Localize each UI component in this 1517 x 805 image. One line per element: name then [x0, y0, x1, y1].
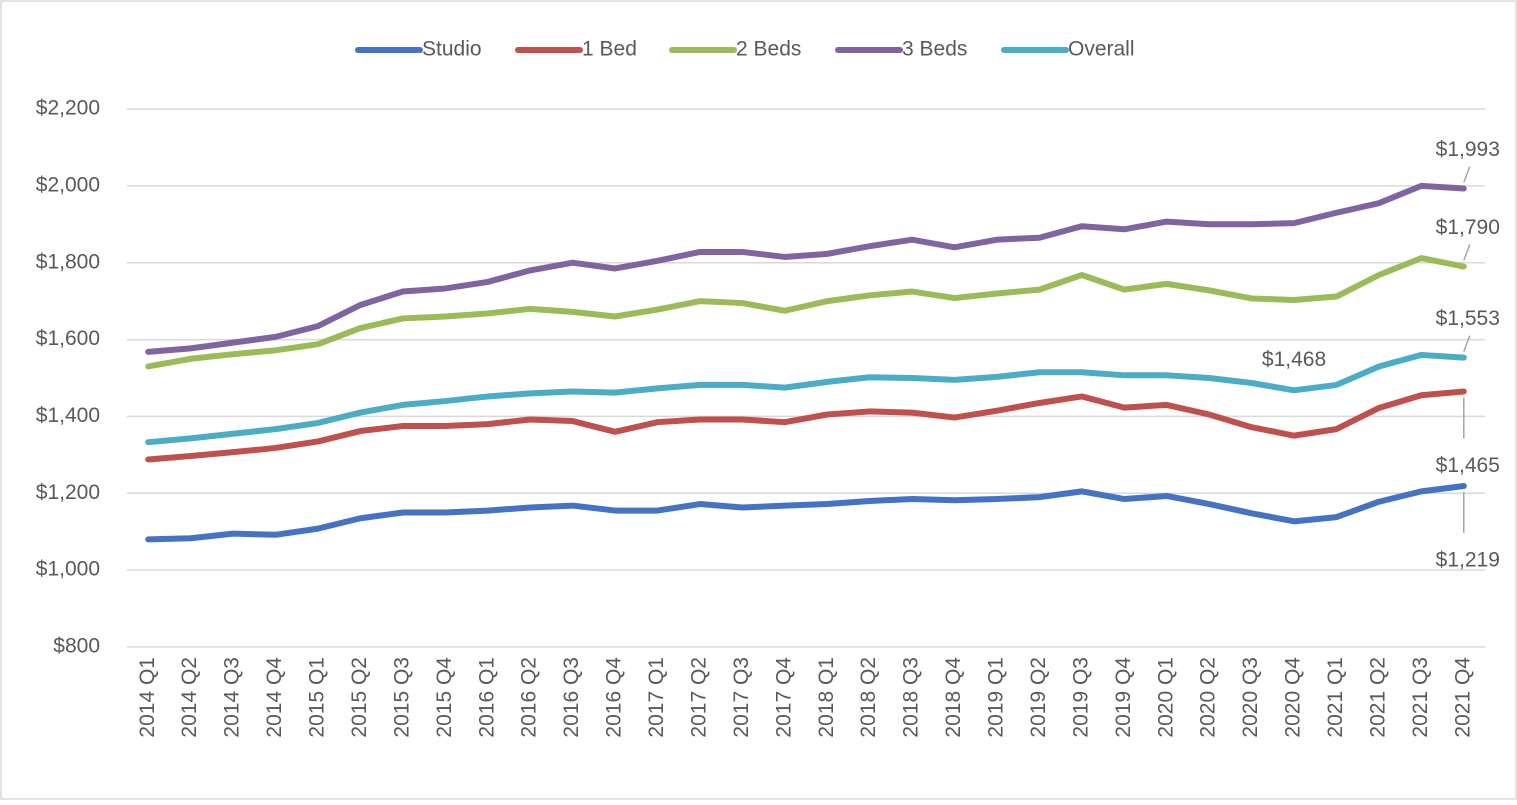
x-tick-label: 2021 Q3	[1409, 657, 1432, 738]
series-line	[145, 182, 1467, 355]
leader-line	[1463, 244, 1471, 261]
x-tick-label: 2021 Q1	[1324, 657, 1347, 738]
data-label: $1,790	[1436, 216, 1500, 239]
data-label: $1,468	[1262, 348, 1326, 371]
data-label: $1,465	[1436, 454, 1500, 477]
leader-line	[1463, 166, 1471, 183]
x-tick-label: 2014 Q3	[221, 657, 244, 738]
x-tick-label: 2015 Q4	[433, 657, 456, 738]
x-tick-label: 2017 Q2	[687, 657, 710, 738]
y-tick-label: $1,000	[36, 558, 100, 581]
leader-line	[1463, 335, 1471, 352]
x-tick-label: 2018 Q3	[900, 657, 923, 738]
x-tick-label: 2015 Q3	[390, 657, 413, 738]
x-tick-label: 2014 Q2	[178, 657, 201, 738]
x-tick-label: 2015 Q2	[348, 657, 371, 738]
x-tick-label: 2020 Q2	[1197, 657, 1220, 738]
y-tick-label: $1,800	[36, 250, 100, 273]
legend-label: 1 Bed	[582, 38, 637, 61]
x-tick-label: 2019 Q4	[1112, 657, 1135, 738]
series-line	[145, 482, 1467, 543]
x-tick-label: 2016 Q1	[475, 657, 498, 738]
legend-label: 2 Beds	[736, 38, 801, 61]
x-tick-label: 2019 Q1	[985, 657, 1008, 738]
x-tick-label: 2017 Q3	[730, 657, 753, 738]
x-tick-label: 2014 Q4	[263, 657, 286, 738]
x-tick-label: 2020 Q4	[1282, 657, 1305, 738]
data-label: $1,553	[1436, 307, 1500, 330]
data-label: $1,993	[1436, 138, 1500, 161]
x-tick-label: 2018 Q2	[857, 657, 880, 738]
x-tick-label: 2018 Q4	[942, 657, 965, 738]
series-line	[145, 351, 1467, 446]
x-tick-label: 2017 Q1	[645, 657, 668, 738]
x-tick-label: 2016 Q4	[603, 657, 626, 738]
y-tick-label: $2,000	[36, 173, 100, 196]
series-line	[145, 255, 1467, 370]
x-tick-label: 2020 Q3	[1239, 657, 1262, 738]
x-tick-label: 2016 Q2	[518, 657, 541, 738]
y-tick-label: $1,400	[36, 404, 100, 427]
y-tick-label: $800	[53, 635, 100, 658]
x-tick-label: 2020 Q1	[1154, 657, 1177, 738]
y-tick-label: $1,200	[36, 481, 100, 504]
x-tick-label: 2021 Q4	[1451, 657, 1474, 738]
x-tick-label: 2017 Q4	[772, 657, 795, 738]
x-tick-label: 2016 Q3	[560, 657, 583, 738]
legend-label: 3 Beds	[902, 38, 967, 61]
series-line	[145, 388, 1467, 463]
y-tick-label: $1,600	[36, 327, 100, 350]
x-tick-label: 2015 Q1	[306, 657, 329, 738]
x-tick-label: 2021 Q2	[1366, 657, 1389, 738]
legend-label: Studio	[422, 38, 482, 61]
data-label: $1,219	[1436, 549, 1500, 572]
x-tick-label: 2014 Q1	[136, 657, 159, 738]
x-tick-label: 2018 Q1	[815, 657, 838, 738]
legend-label: Overall	[1068, 38, 1135, 61]
y-tick-label: $2,200	[36, 97, 100, 120]
x-tick-label: 2019 Q3	[1069, 657, 1092, 738]
x-tick-label: 2019 Q2	[1027, 657, 1050, 738]
